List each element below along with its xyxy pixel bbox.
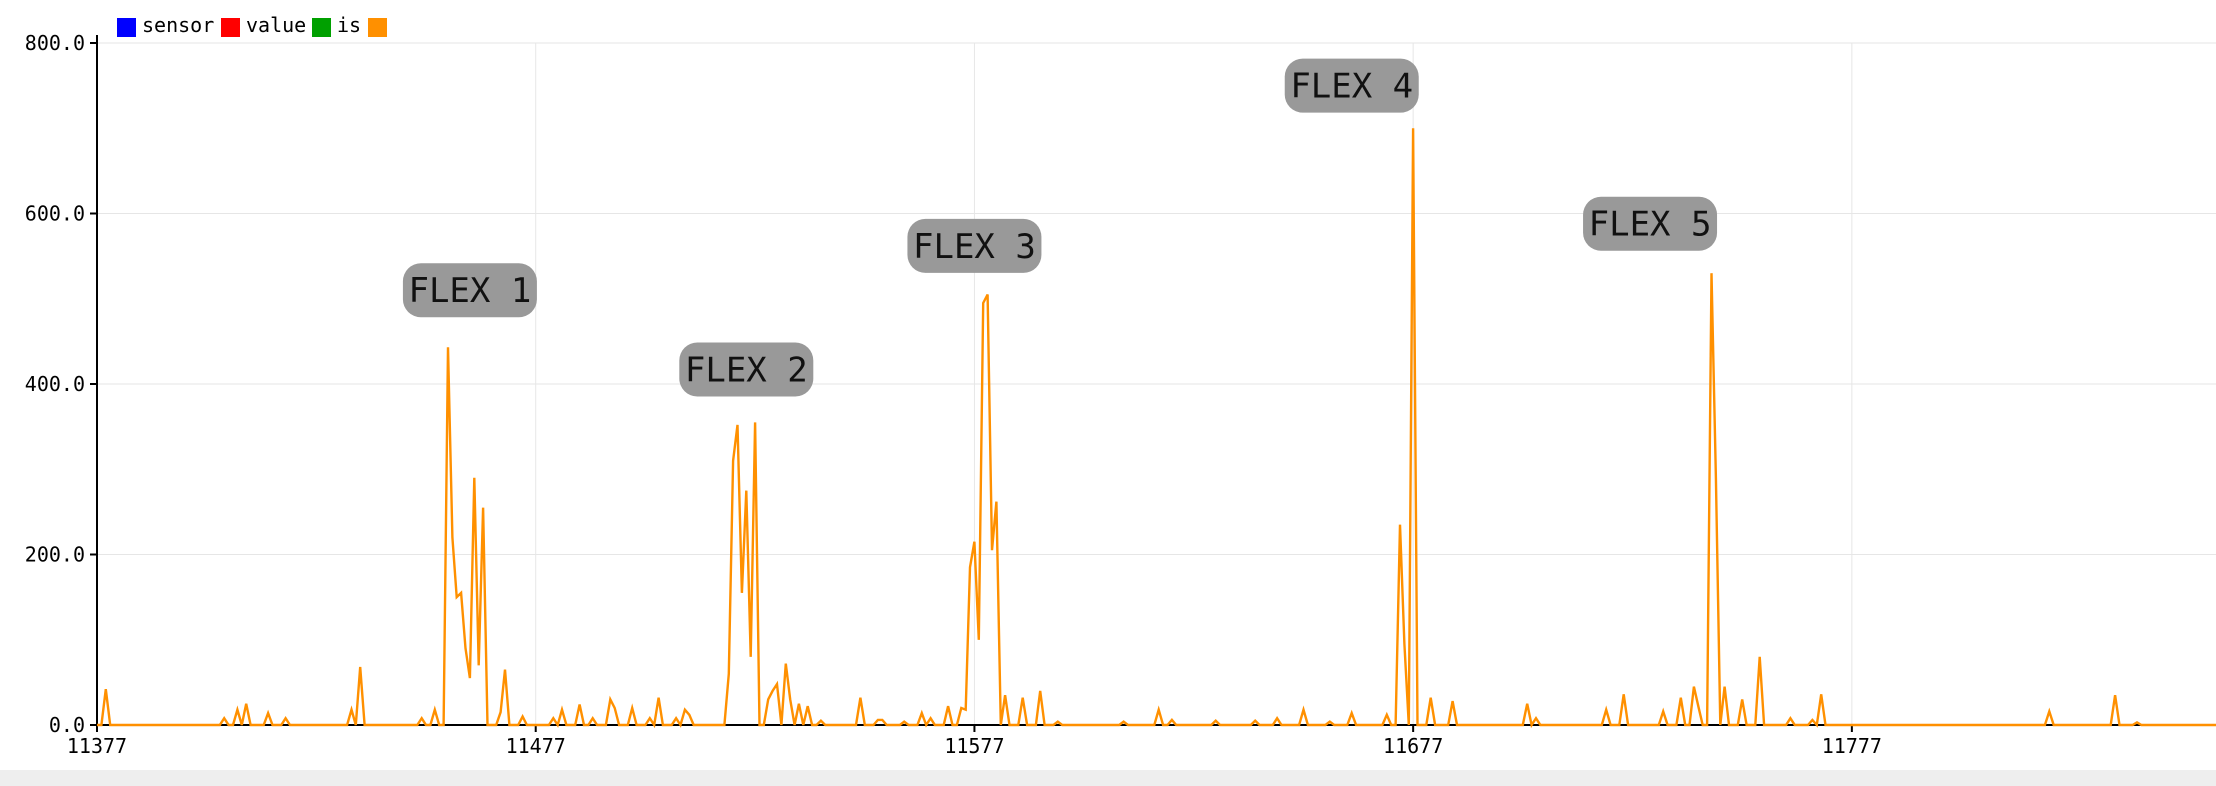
annotation-label: FLEX 1 xyxy=(402,263,537,318)
y-tick-label: 600.0 xyxy=(25,202,85,226)
y-tick-label: 0.0 xyxy=(49,713,85,737)
annotation-label: FLEX 3 xyxy=(907,218,1042,273)
x-tick-label: 11477 xyxy=(506,734,566,758)
legend-entry: sensor xyxy=(117,13,214,37)
annotation-label: FLEX 2 xyxy=(679,342,814,397)
series-line-0 xyxy=(97,128,2216,729)
legend-swatch xyxy=(221,18,240,37)
bottom-scroll-area xyxy=(0,770,2216,786)
legend-entry: is xyxy=(312,13,361,37)
x-tick-label: 11777 xyxy=(1822,734,1882,758)
x-tick-label: 11677 xyxy=(1383,734,1443,758)
annotation-text: FLEX 5 xyxy=(1589,205,1712,245)
axes: 11377 11477 11577 11677 11777 0.0 200.0 400.0 60… xyxy=(25,31,2216,758)
legend-label: is xyxy=(337,13,361,37)
annotation-text: FLEX 4 xyxy=(1290,67,1413,107)
grid-lines xyxy=(97,42,2216,725)
legend: sensor value is xyxy=(117,13,387,37)
line-chart: 11377 11477 11577 11677 11777 0.0 200.0 400.0 60… xyxy=(25,13,2216,758)
y-tick-label: 200.0 xyxy=(25,543,85,567)
annotation-bubble xyxy=(679,342,814,397)
legend-label: sensor xyxy=(142,13,214,37)
legend-swatch xyxy=(368,18,387,37)
x-tick-label: 11577 xyxy=(944,734,1004,758)
annotation-bubble xyxy=(402,263,537,318)
annotation-label: FLEX 5 xyxy=(1583,196,1718,251)
legend-label: value xyxy=(246,13,306,37)
legend-swatch xyxy=(117,18,136,37)
annotation-bubble xyxy=(907,218,1042,273)
annotation-text: FLEX 1 xyxy=(408,271,531,311)
legend-entry xyxy=(368,18,387,37)
x-tick-label: 11377 xyxy=(67,734,127,758)
annotation-label: FLEX 4 xyxy=(1284,58,1419,113)
series-layer xyxy=(97,128,2216,729)
y-tick-label: 400.0 xyxy=(25,372,85,396)
legend-swatch xyxy=(312,18,331,37)
annotations: FLEX 1 FLEX 2 FLEX 3 FLEX 4 FLEX 5 xyxy=(402,58,1718,397)
legend-entry: value xyxy=(221,13,306,37)
annotation-bubble xyxy=(1284,58,1419,113)
annotation-text: FLEX 3 xyxy=(913,227,1036,267)
annotation-text: FLEX 2 xyxy=(685,351,808,391)
y-tick-label: 800.0 xyxy=(25,31,85,55)
annotation-bubble xyxy=(1583,196,1718,251)
